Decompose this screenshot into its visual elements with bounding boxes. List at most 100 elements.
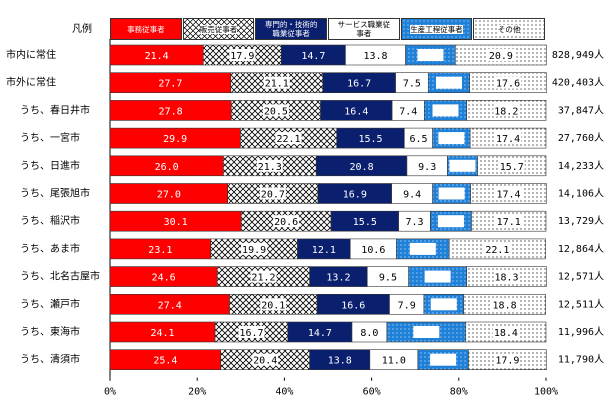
value-label: 12.1 xyxy=(411,245,435,256)
value-label-bg xyxy=(260,298,287,311)
value-label: 20.6 xyxy=(274,217,298,228)
value-label: 20.7 xyxy=(261,190,285,201)
value-label-bg xyxy=(252,353,279,366)
value-label: 15.5 xyxy=(353,217,377,228)
value-label-bg xyxy=(495,215,522,228)
total-label: 12,511人 xyxy=(558,298,604,310)
legend-label: 事務従事者 xyxy=(127,24,165,34)
x-tick-label: 100% xyxy=(534,387,558,398)
value-label: 18.2 xyxy=(494,106,518,117)
value-label-bg xyxy=(417,49,444,61)
value-label-bg xyxy=(275,132,302,145)
value-label-bg xyxy=(430,353,457,366)
value-label: 15.7 xyxy=(500,162,524,173)
value-label: 8.0 xyxy=(360,328,378,339)
value-label: 27.7 xyxy=(158,79,182,90)
value-label: 22.1 xyxy=(276,134,300,145)
value-label: 17.1 xyxy=(497,217,521,228)
value-label-bg xyxy=(495,187,522,200)
value-label: 21.1 xyxy=(265,79,289,90)
value-label-bg xyxy=(273,215,300,228)
value-label: 16.9 xyxy=(343,190,367,201)
value-label: 10.6 xyxy=(361,245,385,256)
value-label: 18.1 xyxy=(414,328,438,339)
value-label: 27.0 xyxy=(157,190,181,201)
value-label: 20.9 xyxy=(489,51,513,62)
legend-item: 事務従事者 xyxy=(110,18,182,40)
value-label: 20.8 xyxy=(350,162,374,173)
legend-label: 専門的・技術的職業従事者 xyxy=(262,20,320,38)
value-label-bg xyxy=(241,242,268,255)
value-label-bg xyxy=(498,159,525,172)
value-label: 13.8 xyxy=(328,356,352,367)
value-label: 7.3 xyxy=(406,217,424,228)
value-label: 16.7 xyxy=(347,79,371,90)
value-label: 24.6 xyxy=(152,273,176,284)
x-tick-label: 0% xyxy=(104,387,116,398)
value-label: 21.4 xyxy=(145,51,169,62)
legend-label: 販売従事者 xyxy=(199,24,238,34)
value-label-bg xyxy=(409,242,436,255)
category-label: 市内に常住 xyxy=(6,48,56,61)
legend-label: サービス職業従事者 xyxy=(335,20,393,38)
value-label: 22.1 xyxy=(485,245,509,256)
value-label: 7.5 xyxy=(403,79,421,90)
value-label: 27.8 xyxy=(159,106,183,117)
total-label: 14,233人 xyxy=(558,160,604,172)
value-label-bg xyxy=(432,104,459,117)
value-label-bg xyxy=(495,76,522,89)
value-label-bg xyxy=(430,298,457,311)
value-label: 20.5 xyxy=(264,106,288,117)
value-label: 17.9 xyxy=(230,51,254,62)
value-label: 9.4 xyxy=(403,190,421,201)
value-label: 26.0 xyxy=(155,162,179,173)
value-label: 7.9 xyxy=(398,300,416,311)
value-label-bg xyxy=(449,159,476,172)
value-label-bg xyxy=(263,76,290,89)
category-label: 市外に常住 xyxy=(6,76,56,89)
total-label: 13,729人 xyxy=(558,215,604,227)
value-label: 7.4 xyxy=(399,106,417,117)
value-label: 9.4 xyxy=(442,217,460,228)
value-label: 17.4 xyxy=(496,190,520,201)
category-label: うち、あま市 xyxy=(20,242,80,255)
value-label: 18.3 xyxy=(494,273,518,284)
value-label-bg xyxy=(238,326,265,338)
legend-label: その他 xyxy=(497,24,521,34)
value-label: 25.4 xyxy=(153,356,177,367)
value-label: 8.7 xyxy=(443,190,461,201)
value-label-bg xyxy=(493,270,520,283)
value-label: 29.9 xyxy=(163,134,187,145)
value-label: 20.1 xyxy=(261,300,285,311)
value-label: 13.8 xyxy=(363,51,387,62)
value-label: 18.8 xyxy=(493,300,517,311)
value-label: 13.3 xyxy=(426,273,450,284)
value-label: 14.7 xyxy=(308,328,332,339)
value-label-bg xyxy=(492,326,519,338)
value-label: 17.9 xyxy=(495,356,519,367)
value-label: 20.4 xyxy=(253,356,277,367)
value-label-bg xyxy=(259,187,286,200)
value-label-bg xyxy=(438,132,465,145)
legend-label: 生産工程従事者 xyxy=(410,24,463,34)
value-label: 13.2 xyxy=(326,273,350,284)
value-label: 23.1 xyxy=(148,245,172,256)
legend-title: 凡例 xyxy=(72,22,92,35)
category-label: うち、一宮市 xyxy=(20,131,80,144)
category-label: うち、清須市 xyxy=(20,353,80,366)
value-label-bg xyxy=(424,270,451,283)
value-label-bg xyxy=(484,242,511,255)
total-label: 11,790人 xyxy=(558,354,604,366)
category-label: うち、尾張旭市 xyxy=(20,187,90,200)
category-label: うち、北名古屋市 xyxy=(20,270,100,283)
total-label: 14,106人 xyxy=(558,188,604,200)
value-label: 30.1 xyxy=(164,217,188,228)
value-label: 11.4 xyxy=(418,51,442,62)
value-label: 18.4 xyxy=(494,328,518,339)
value-label: 9.1 xyxy=(435,300,453,311)
value-label: 24.1 xyxy=(150,328,174,339)
value-label-bg xyxy=(256,159,283,172)
value-label: 16.6 xyxy=(341,300,365,311)
total-label: 420,403人 xyxy=(552,77,604,89)
total-label: 12,864人 xyxy=(558,243,604,255)
